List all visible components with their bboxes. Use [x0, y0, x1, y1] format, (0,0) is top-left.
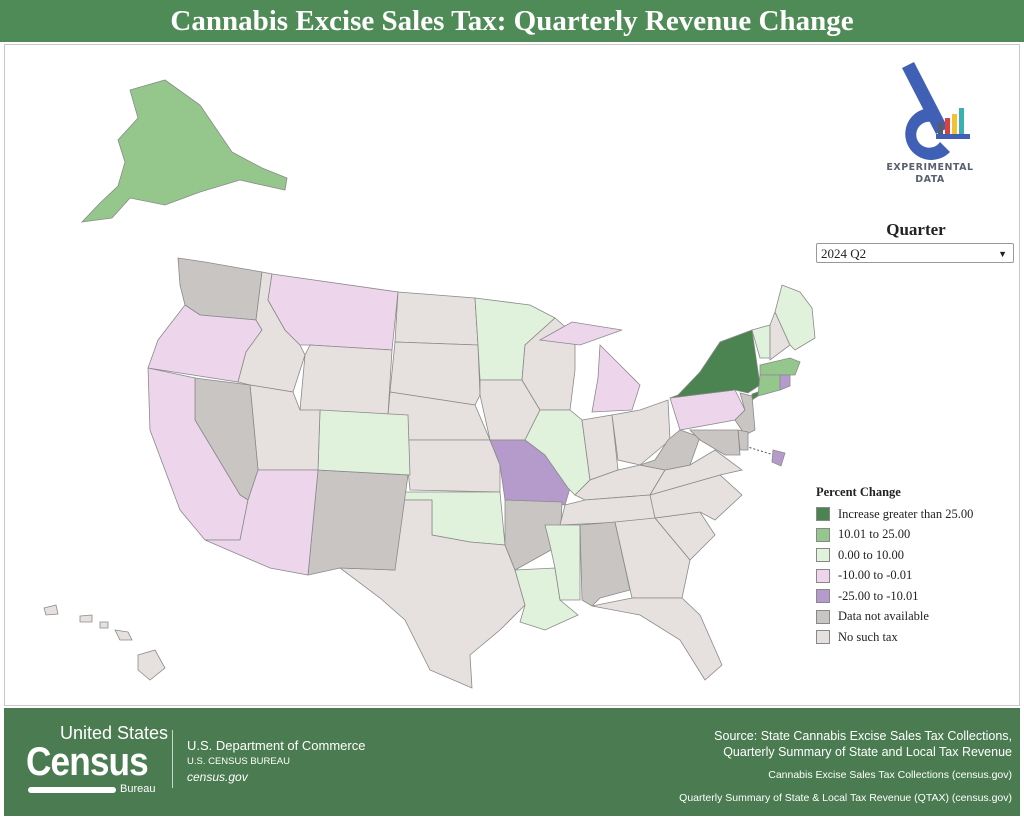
legend-item: 10.01 to 25.00 [816, 525, 973, 546]
footer-divider [172, 730, 173, 788]
legend-label: No such tax [838, 629, 898, 644]
logo-census: Census [26, 740, 149, 784]
state-ma[interactable] [759, 357, 801, 376]
legend-label: -25.00 to -10.01 [838, 588, 919, 603]
dept-name: U.S. Department of Commerce [187, 738, 366, 753]
state-shape[interactable] [771, 449, 786, 467]
legend-label: -10.00 to -0.01 [838, 568, 913, 583]
logo-text-line2: DATA [915, 174, 945, 185]
state-ct[interactable] [757, 374, 781, 397]
state-shape[interactable] [538, 321, 623, 346]
state-shape[interactable] [389, 341, 481, 406]
bureau-name: U.S. CENSUS BUREAU [187, 756, 290, 767]
footer: United States Census Bureau U.S. Departm… [4, 708, 1020, 816]
map-panel [4, 44, 1020, 706]
legend-item: -25.00 to -10.01 [816, 586, 973, 607]
census-gov-link[interactable]: census.gov [187, 770, 248, 784]
state-shape[interactable] [307, 469, 409, 576]
legend-label: Data not available [838, 609, 929, 624]
legend-swatch [816, 589, 830, 604]
legend-item: No such tax [816, 627, 973, 648]
state-mt[interactable] [267, 273, 399, 351]
source-line2: Quarterly Summary of State and Local Tax… [723, 745, 1012, 759]
state-shape[interactable] [137, 649, 166, 681]
logo-text-line1: EXPERIMENTAL [886, 162, 974, 173]
legend-item: Increase greater than 25.00 [816, 504, 973, 525]
state-ks[interactable] [404, 439, 501, 493]
legend-swatch [816, 630, 830, 645]
state-shape[interactable] [757, 374, 781, 397]
legend-title: Percent Change [816, 485, 901, 499]
state-shape[interactable] [99, 621, 109, 629]
state-shape[interactable] [394, 291, 479, 346]
state-shape[interactable] [114, 629, 133, 641]
state-shape[interactable] [779, 374, 791, 391]
legend-swatch [816, 568, 830, 583]
state-shape[interactable] [591, 344, 641, 413]
state-wy[interactable] [299, 344, 393, 416]
state-wv[interactable] [638, 429, 701, 471]
state-ri[interactable] [779, 374, 791, 391]
state-me[interactable] [774, 284, 816, 351]
source-line1: Source: State Cannabis Excise Sales Tax … [714, 729, 1012, 743]
state-shape[interactable] [404, 439, 501, 493]
cannabis-tax-link[interactable]: Cannabis Excise Sales Tax Collections (c… [768, 769, 1012, 781]
legend-swatch [816, 527, 830, 542]
logo-united-states: United States [60, 723, 169, 743]
state-shape[interactable] [774, 284, 816, 351]
state-shape[interactable] [504, 499, 563, 571]
state-shape[interactable] [267, 273, 399, 351]
state-hi[interactable] [43, 604, 166, 681]
legend: Percent Change Increase greater than 25.… [816, 485, 973, 648]
source-info: Source: State Cannabis Excise Sales Tax … [679, 728, 1012, 806]
logo-bar [28, 787, 116, 793]
state-nd[interactable] [394, 291, 479, 346]
legend-item: Data not available [816, 607, 973, 628]
logo-text: EXPERIMENTAL DATA [860, 162, 1000, 186]
experimental-data-logo [902, 62, 970, 160]
state-dc[interactable] [771, 449, 786, 467]
legend-label: Increase greater than 25.00 [838, 506, 974, 521]
state-ar[interactable] [504, 499, 563, 571]
state-shape[interactable] [317, 409, 411, 476]
state-shape[interactable] [638, 429, 701, 471]
census-bureau-logo[interactable]: United States Census Bureau [26, 723, 169, 800]
legend-label: 10.01 to 25.00 [838, 527, 911, 542]
logo-bureau: Bureau [120, 783, 156, 795]
legend-item: -10.00 to -0.01 [816, 566, 973, 587]
legend-swatch [816, 507, 830, 522]
state-shape[interactable] [80, 79, 288, 223]
state-nm[interactable] [307, 469, 409, 576]
quarter-select[interactable]: 2024 Q2 ▼ [816, 243, 1014, 263]
state-sd[interactable] [389, 341, 481, 406]
state-mi[interactable] [538, 321, 641, 413]
dept-info: U.S. Department of Commerce U.S. CENSUS … [187, 738, 365, 787]
state-co[interactable] [317, 409, 411, 476]
page-title: Cannabis Excise Sales Tax: Quarterly Rev… [0, 0, 1024, 42]
quarter-label: Quarter [886, 220, 946, 239]
state-shape[interactable] [299, 344, 393, 416]
state-fl[interactable] [591, 597, 723, 681]
state-shape[interactable] [204, 469, 319, 576]
state-shape[interactable] [759, 357, 801, 376]
state-shape[interactable] [43, 604, 59, 616]
state-ak[interactable] [80, 79, 288, 223]
state-az[interactable] [204, 469, 319, 576]
quarter-selected-value: 2024 Q2 [821, 246, 867, 261]
state-shape[interactable] [689, 429, 741, 456]
qtax-link[interactable]: Quarterly Summary of State & Local Tax R… [679, 792, 1012, 804]
legend-swatch [816, 609, 830, 624]
legend-swatch [816, 548, 830, 563]
legend-item: 0.00 to 10.00 [816, 545, 973, 566]
legend-label: 0.00 to 10.00 [838, 547, 904, 562]
state-shape[interactable] [591, 597, 723, 681]
state-shape[interactable] [79, 614, 93, 623]
state-md[interactable] [689, 429, 741, 456]
caret-down-icon: ▼ [998, 249, 1007, 259]
state-shape[interactable] [669, 329, 761, 399]
